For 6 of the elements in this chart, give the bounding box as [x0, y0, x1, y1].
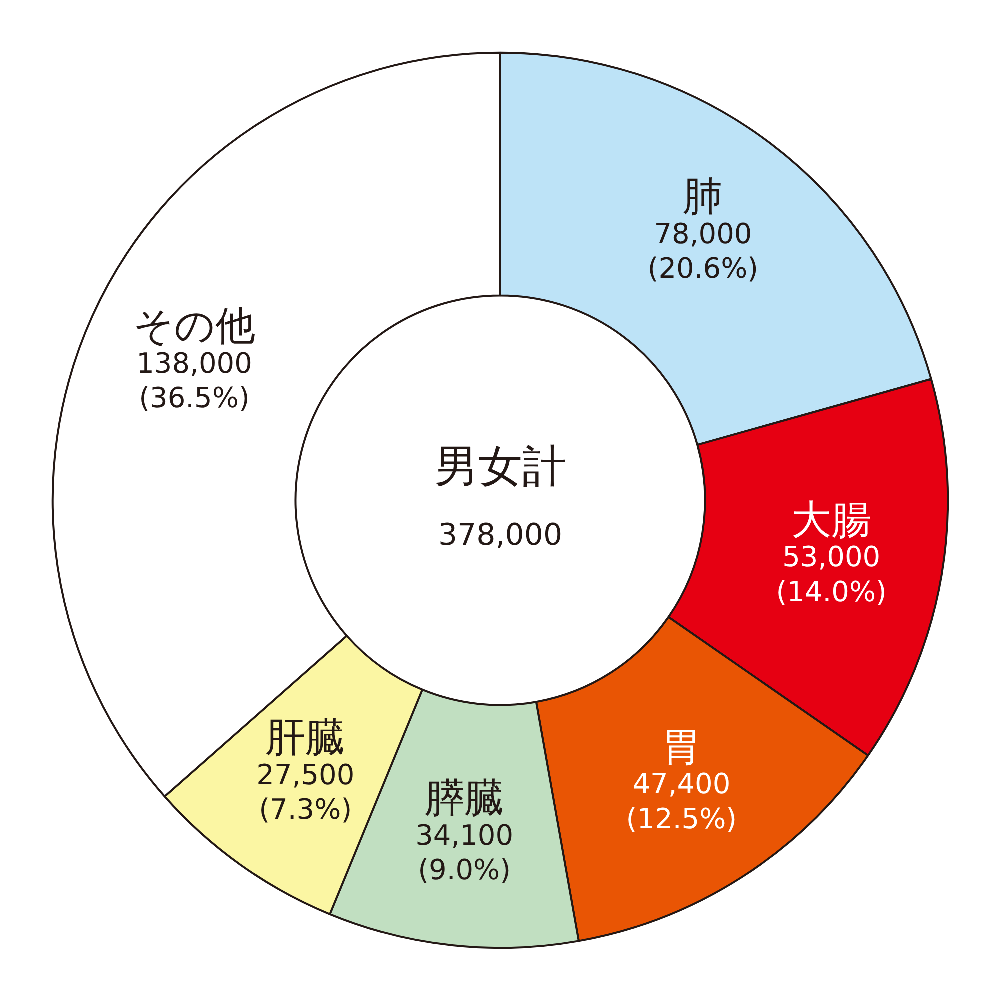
- data-label: 53,000 (14.0%): [776, 540, 887, 608]
- text: 男女計: [434, 442, 566, 493]
- slice-label: 大腸: [792, 497, 872, 544]
- slice-label: 胃: [662, 724, 702, 770]
- data-label: 47,400 (12.5%): [626, 768, 738, 836]
- text: 378,000: [438, 518, 563, 553]
